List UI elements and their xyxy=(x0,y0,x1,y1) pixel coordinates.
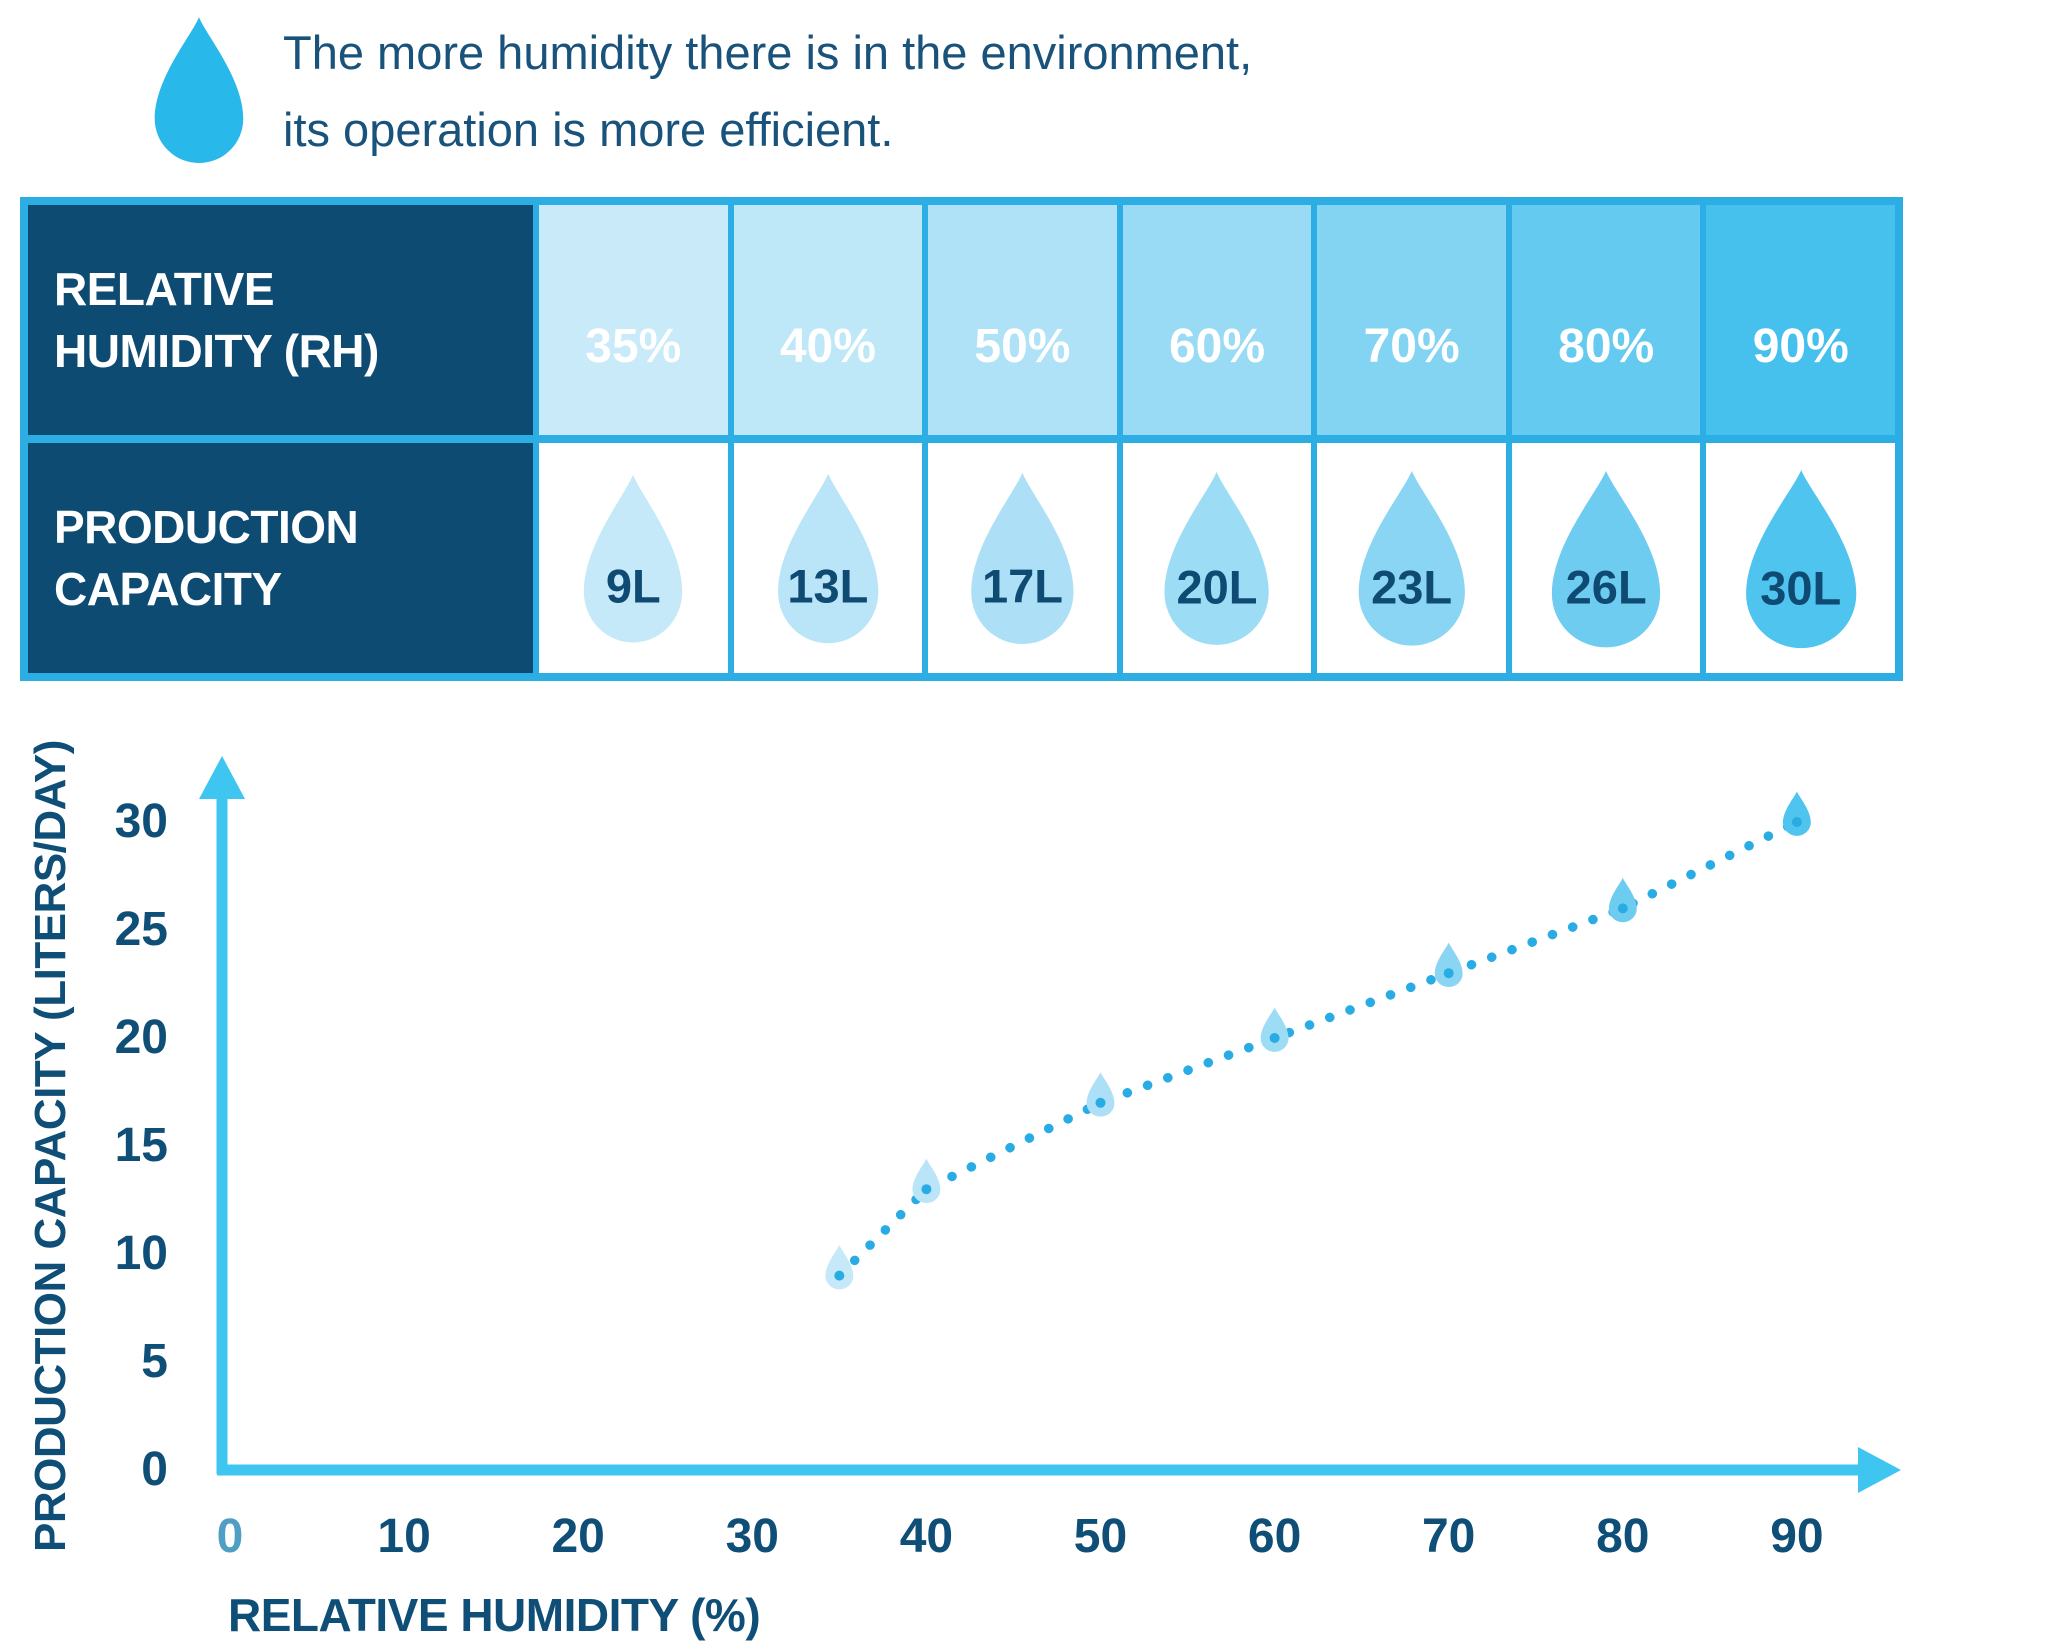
x-tick-label: 90 xyxy=(1770,1510,1824,1563)
capacity-drop-icon xyxy=(1358,471,1465,647)
x-tick-label: 0 xyxy=(216,1510,244,1563)
capacity-cells: 9L 13L 17L 20L 23L 26L 30L xyxy=(533,443,1896,673)
humidity-cell: 40% xyxy=(727,205,923,435)
data-point-dot xyxy=(834,1270,845,1281)
x-tick-label: 70 xyxy=(1421,1510,1476,1563)
capacity-value: 23L xyxy=(1371,560,1453,614)
capacity-drop: 13L xyxy=(767,470,889,646)
capacity-drop: 17L xyxy=(960,469,1085,647)
header-text: The more humidity there is in the enviro… xyxy=(283,14,1683,168)
row-label-line: RELATIVE xyxy=(54,263,275,315)
y-axis-arrowhead xyxy=(199,756,245,799)
data-point-drop-icon xyxy=(1260,1007,1289,1052)
x-tick-label: 60 xyxy=(1247,1510,1302,1563)
data-point-dot xyxy=(921,1184,932,1195)
capacity-drop: 23L xyxy=(1347,467,1477,648)
humidity-capacity-table: RELATIVE HUMIDITY (RH) 35% 40% 50% 60% 70% 80… xyxy=(20,197,1903,681)
header-line-1: The more humidity there is in the enviro… xyxy=(283,26,1253,79)
humidity-value: 35% xyxy=(585,319,682,373)
y-tick-label: 0 xyxy=(141,1443,168,1496)
x-tick-label: 80 xyxy=(1596,1510,1650,1563)
capacity-value: 20L xyxy=(1176,560,1258,614)
x-tick-label: 50 xyxy=(1073,1510,1128,1563)
capacity-drop-icon xyxy=(1552,470,1661,647)
x-axis-arrowhead xyxy=(1858,1447,1901,1493)
capacity-drop: 26L xyxy=(1540,467,1672,650)
humidity-cell: 70% xyxy=(1311,205,1506,435)
x-tick-label: 20 xyxy=(551,1510,605,1563)
data-point-dot xyxy=(1791,817,1802,827)
humidity-value: 80% xyxy=(1558,319,1655,373)
header-line-2: its operation is more efficient. xyxy=(283,103,894,156)
data-point-dot xyxy=(1269,1033,1280,1043)
y-tick-label: 15 xyxy=(114,1119,168,1172)
x-tick-label: 10 xyxy=(377,1510,431,1563)
capacity-cell: 23L xyxy=(1311,443,1506,673)
x-tick-label: 40 xyxy=(899,1510,954,1563)
capacity-value: 30L xyxy=(1760,561,1842,615)
capacity-value: 17L xyxy=(981,559,1063,613)
capacity-drop-icon xyxy=(777,473,879,644)
humidity-cell: 60% xyxy=(1116,205,1312,435)
x-axis-title: RELATIVE HUMIDITY (%) xyxy=(228,1589,761,1641)
relative-humidity-row: RELATIVE HUMIDITY (RH) 35% 40% 50% 60% 70% 80… xyxy=(28,205,1896,443)
capacity-drop-icon xyxy=(1745,469,1856,648)
x-tick-label: 30 xyxy=(725,1510,779,1563)
humidity-cell: 50% xyxy=(922,205,1117,435)
humidity-value: 50% xyxy=(974,319,1071,373)
production-capacity-row: PRODUCTION CAPACITY 9L 13L 17L 20L 23L 26L 30L xyxy=(28,443,1896,673)
capacity-drop-icon xyxy=(1164,472,1270,646)
capacity-cell: 26L xyxy=(1505,443,1701,673)
capacity-drop: 9L xyxy=(573,471,693,645)
capacity-drop: 30L xyxy=(1734,466,1868,651)
y-tick-label: 10 xyxy=(114,1227,168,1280)
y-tick-label: 20 xyxy=(114,1011,168,1064)
water-drop-icon xyxy=(145,14,253,164)
capacity-drop-icon xyxy=(584,474,683,643)
capacity-value: 13L xyxy=(787,559,869,613)
humidity-value: 40% xyxy=(779,319,876,373)
y-tick-label: 5 xyxy=(141,1335,168,1388)
water-drop-icon-shape xyxy=(154,17,244,164)
data-point-dot xyxy=(1617,903,1628,914)
humidity-cell: 80% xyxy=(1505,205,1701,435)
data-point-dot xyxy=(1443,968,1454,979)
capacity-drop: 20L xyxy=(1153,468,1280,647)
data-point-drop-icon xyxy=(825,1245,854,1290)
capacity-value: 26L xyxy=(1565,560,1647,614)
capacity-value: 9L xyxy=(605,559,661,613)
data-point-drop-icon xyxy=(1086,1072,1115,1117)
capacity-drop-icon xyxy=(971,473,1074,645)
capacity-cell: 20L xyxy=(1116,443,1312,673)
data-point-drop-icon xyxy=(1608,877,1637,923)
humidity-cells: 35% 40% 50% 60% 70% 80% 90% xyxy=(533,205,1896,435)
y-tick-label: 25 xyxy=(114,903,168,956)
dotted-trend-line xyxy=(834,817,1802,1281)
data-point-drop-icon xyxy=(912,1158,941,1204)
production-capacity-row-label: PRODUCTION CAPACITY xyxy=(28,443,533,673)
humidity-value: 70% xyxy=(1363,319,1460,373)
capacity-cell: 9L xyxy=(533,443,728,673)
capacity-cell: 17L xyxy=(922,443,1117,673)
capacity-cell: 13L xyxy=(727,443,923,673)
data-point-drop-icon xyxy=(1434,942,1463,988)
humidity-cell: 35% xyxy=(533,205,728,435)
row-label-line: PRODUCTION xyxy=(54,501,359,553)
row-label-line: HUMIDITY (RH) xyxy=(54,325,379,377)
relative-humidity-row-label: RELATIVE HUMIDITY (RH) xyxy=(28,205,533,435)
row-label-line: CAPACITY xyxy=(54,563,282,615)
y-tick-label: 30 xyxy=(114,795,168,848)
data-point-drop-icon xyxy=(1782,791,1811,836)
data-point-dot xyxy=(1095,1097,1106,1108)
humidity-value: 90% xyxy=(1752,319,1849,373)
humidity-value: 60% xyxy=(1168,319,1266,373)
humidity-cell: 90% xyxy=(1700,205,1896,435)
capacity-cell: 30L xyxy=(1700,443,1896,673)
